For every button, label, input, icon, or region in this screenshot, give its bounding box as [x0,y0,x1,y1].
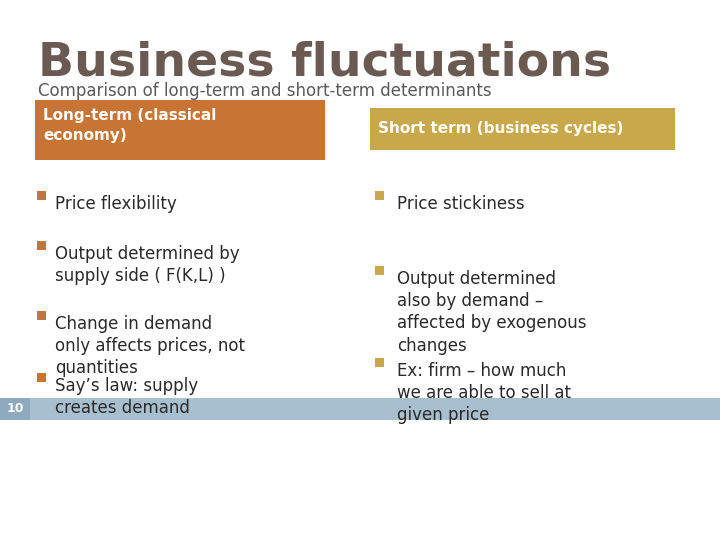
FancyBboxPatch shape [37,240,46,249]
Text: Long-term (classical
economy): Long-term (classical economy) [43,108,217,143]
FancyBboxPatch shape [375,266,384,274]
FancyBboxPatch shape [0,398,30,420]
FancyBboxPatch shape [370,108,675,150]
Text: Change in demand
only affects prices, not
quantities: Change in demand only affects prices, no… [55,315,245,377]
Text: Say’s law: supply
creates demand: Say’s law: supply creates demand [55,377,198,417]
Text: 10: 10 [6,402,24,415]
Text: Output determined
also by demand –
affected by exogenous
changes: Output determined also by demand – affec… [397,270,587,355]
Text: Ex: firm – how much
we are able to sell at
given price: Ex: firm – how much we are able to sell … [397,362,571,424]
Text: Comparison of long-term and short-term determinants: Comparison of long-term and short-term d… [38,82,492,100]
FancyBboxPatch shape [35,100,325,160]
Text: Price stickiness: Price stickiness [397,195,525,213]
Text: Business fluctuations: Business fluctuations [38,40,611,85]
FancyBboxPatch shape [37,310,46,320]
Text: Output determined by
supply side ( F(K,L) ): Output determined by supply side ( F(K,L… [55,245,240,285]
FancyBboxPatch shape [375,191,384,199]
FancyBboxPatch shape [37,373,46,381]
FancyBboxPatch shape [37,191,46,199]
FancyBboxPatch shape [375,357,384,367]
FancyBboxPatch shape [0,398,720,420]
Text: Short term (business cycles): Short term (business cycles) [378,122,624,137]
Text: Price flexibility: Price flexibility [55,195,176,213]
